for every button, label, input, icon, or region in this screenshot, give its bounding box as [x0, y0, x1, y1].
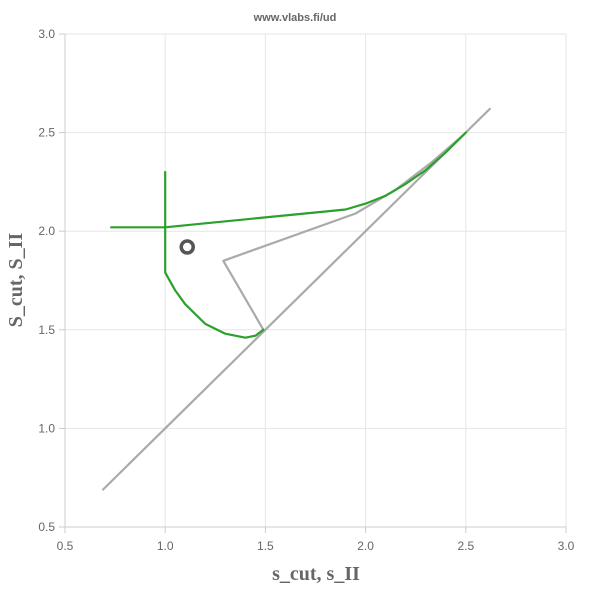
y-tick-label: 1.5	[38, 323, 55, 337]
x-tick-label: 1.5	[257, 539, 274, 553]
y-tick-label: 2.5	[38, 126, 55, 140]
series-line-1	[102, 107, 491, 491]
y-axis-title: S_cut, S_II	[5, 233, 27, 328]
x-axis-title: s_cut, s_II	[272, 563, 360, 585]
series-layer	[102, 107, 491, 491]
y-tick-label: 0.5	[38, 520, 55, 534]
axes: 0.5 1.0 1.5 2.0 2.5 3.0 0.5 1.0 1.5 2.0 2.5 3.0	[38, 27, 574, 553]
x-tick-label: 2.5	[457, 539, 474, 553]
y-tick-label: 3.0	[38, 27, 55, 41]
x-tick-label: 1.0	[157, 539, 174, 553]
source-label: www.vlabs.fi/ud	[253, 12, 337, 24]
grid	[64, 33, 567, 528]
y-tick-label: 1.0	[38, 421, 55, 435]
marker-layer	[179, 239, 195, 255]
series-line-2	[222, 133, 465, 331]
series-line-3	[110, 131, 467, 229]
series-line-4	[164, 170, 265, 339]
y-tick-label: 2.0	[38, 224, 55, 238]
x-tick-label: 2.0	[357, 539, 374, 553]
x-tick-label: 3.0	[558, 539, 575, 553]
x-tick-label: 0.5	[57, 539, 74, 553]
state-marker[interactable]	[179, 239, 195, 255]
